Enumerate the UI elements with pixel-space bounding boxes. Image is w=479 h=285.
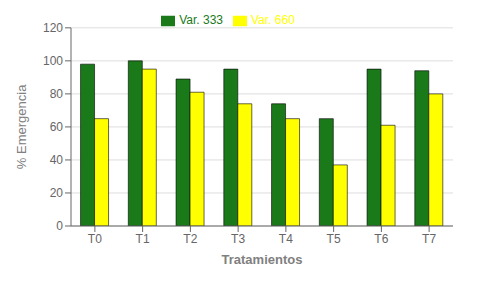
svg-text:100: 100: [43, 54, 63, 68]
svg-text:20: 20: [50, 186, 64, 200]
svg-text:60: 60: [50, 120, 64, 134]
svg-text:Tratamientos: Tratamientos: [222, 252, 303, 267]
html-text:Var. 333: Var. 333: [179, 13, 223, 27]
svg-text:T4: T4: [279, 232, 293, 246]
svg-text:% Emergencia: % Emergencia: [14, 84, 29, 169]
svg-text:T3: T3: [231, 232, 245, 246]
svg-text:T6: T6: [374, 232, 388, 246]
svg-text:T2: T2: [183, 232, 197, 246]
html-text:Var. 660: Var. 660: [251, 13, 295, 27]
svg-text:T1: T1: [136, 232, 150, 246]
svg-text:T0: T0: [88, 232, 102, 246]
svg-text:0: 0: [56, 219, 63, 233]
svg-text:120: 120: [43, 21, 63, 35]
svg-text:40: 40: [50, 153, 64, 167]
svg-text:T5: T5: [327, 232, 341, 246]
svg-text:80: 80: [50, 87, 64, 101]
svg-text:T7: T7: [422, 232, 436, 246]
